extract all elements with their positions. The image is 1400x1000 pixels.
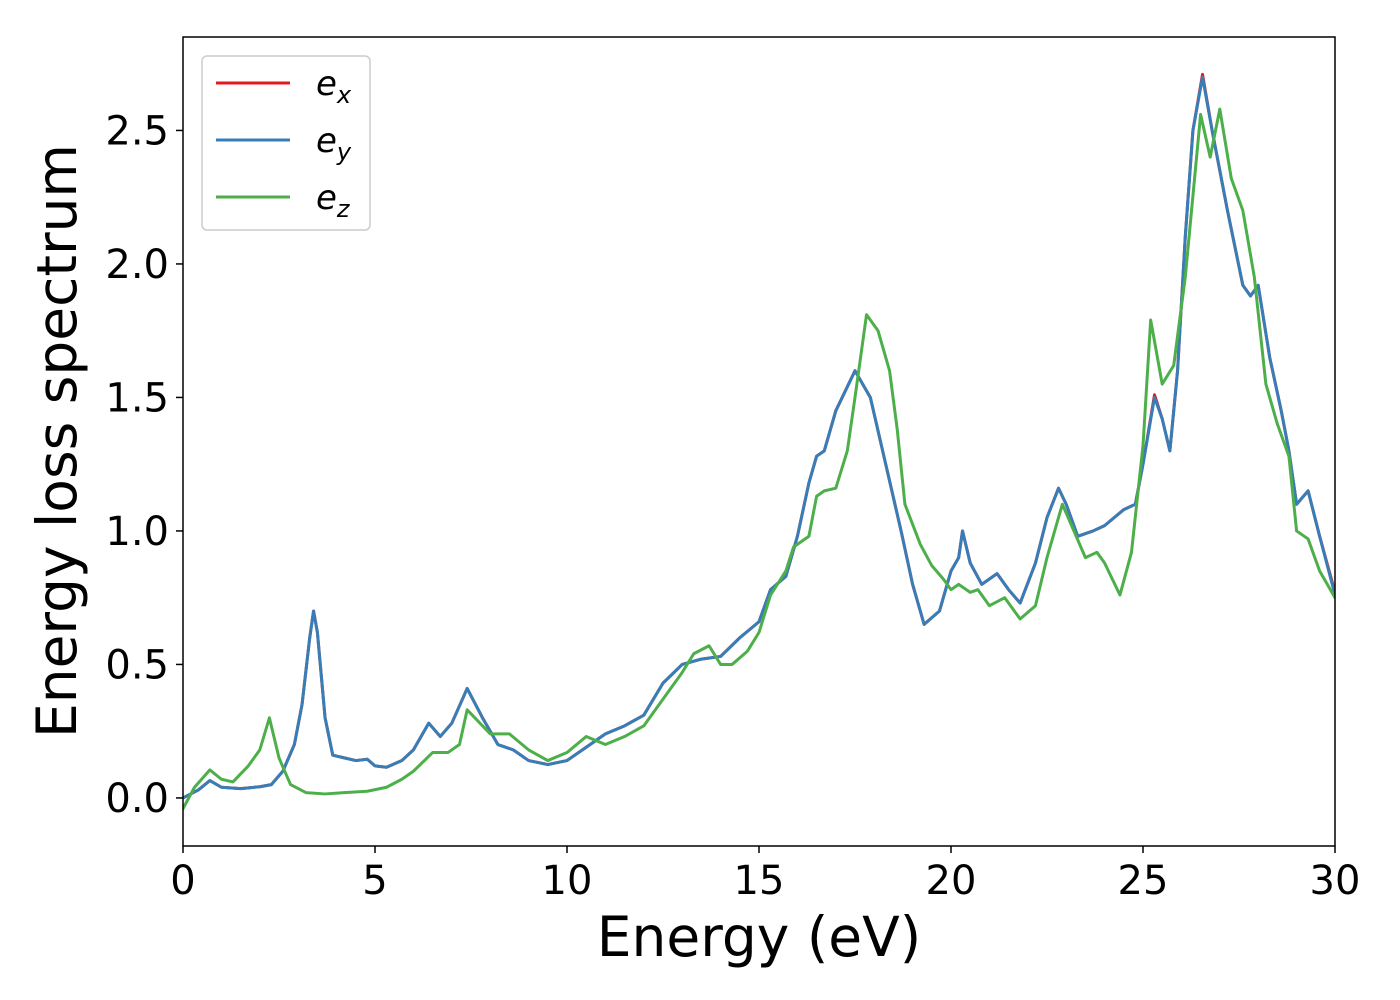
x-tick-label: 5 — [362, 858, 387, 904]
x-tick-label: 30 — [1310, 858, 1361, 904]
legend: ex ey ez — [201, 55, 371, 231]
x-axis: 0 5 10 15 20 25 30 — [170, 846, 1360, 904]
series-line-z — [183, 107, 1335, 811]
x-tick-label: 10 — [542, 858, 593, 904]
x-tick-label: 20 — [926, 858, 977, 904]
series-line-y — [183, 75, 1335, 800]
legend-box — [201, 55, 371, 231]
x-tick-label: 15 — [734, 858, 785, 904]
y-tick-label: 1.5 — [105, 375, 169, 421]
y-tick-label: 2.0 — [105, 242, 169, 288]
legend-label-x: ex — [316, 64, 352, 109]
x-tick-label: 25 — [1118, 858, 1169, 904]
y-tick-label: 1.0 — [105, 509, 169, 555]
y-axis-title: Energy loss spectrum — [25, 144, 89, 738]
x-axis-title: Energy (eV) — [597, 905, 921, 969]
legend-label-z: ez — [316, 178, 351, 223]
y-tick-label: 0.0 — [105, 776, 169, 822]
legend-label-y: ey — [316, 121, 352, 166]
y-tick-label: 2.5 — [105, 108, 169, 154]
plot-lines — [183, 72, 1335, 811]
x-tick-label: 0 — [170, 858, 195, 904]
y-axis: 0.0 0.5 1.0 1.5 2.0 2.5 — [105, 108, 183, 822]
y-tick-label: 0.5 — [105, 642, 169, 688]
